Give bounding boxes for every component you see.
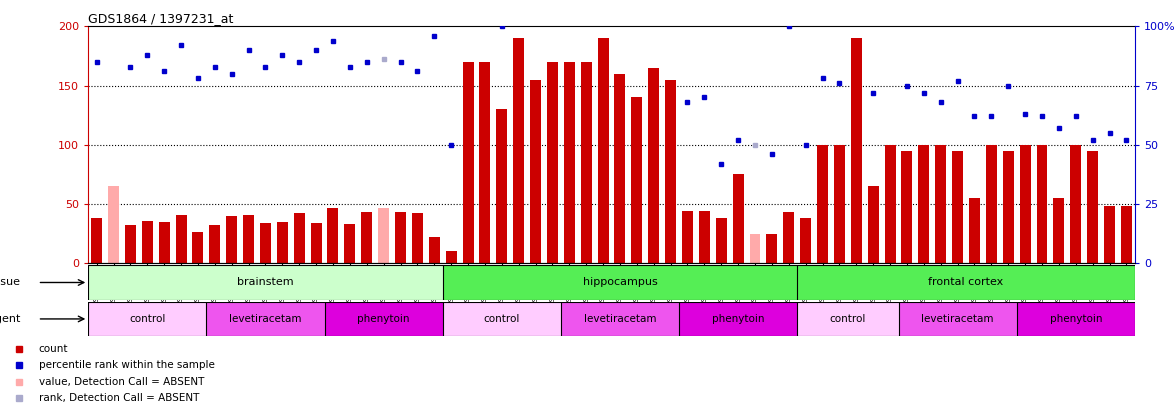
- Bar: [666, 80, 676, 263]
- Bar: [1087, 151, 1098, 263]
- Bar: [1003, 151, 1014, 263]
- Bar: [969, 198, 980, 263]
- Bar: [412, 213, 423, 263]
- Text: hippocampus: hippocampus: [582, 277, 657, 288]
- Bar: [733, 175, 743, 263]
- Text: tissue: tissue: [0, 277, 21, 288]
- Bar: [530, 80, 541, 263]
- Bar: [561, 302, 679, 336]
- Bar: [480, 62, 490, 263]
- Text: GDS1864 / 1397231_at: GDS1864 / 1397231_at: [88, 12, 234, 25]
- Bar: [935, 145, 947, 263]
- Text: frontal cortex: frontal cortex: [928, 277, 1003, 288]
- Text: value, Detection Call = ABSENT: value, Detection Call = ABSENT: [39, 377, 205, 387]
- Text: levetiracetam: levetiracetam: [921, 314, 994, 324]
- Bar: [800, 218, 811, 263]
- Bar: [682, 211, 693, 263]
- Text: control: control: [830, 314, 866, 324]
- Bar: [92, 218, 102, 263]
- Bar: [648, 68, 660, 263]
- Bar: [395, 212, 406, 263]
- Text: control: control: [129, 314, 166, 324]
- Bar: [716, 218, 727, 263]
- Bar: [276, 222, 288, 263]
- Bar: [175, 215, 187, 263]
- Bar: [1121, 207, 1131, 263]
- Bar: [260, 223, 270, 263]
- Text: brainstem: brainstem: [238, 277, 294, 288]
- Bar: [159, 222, 169, 263]
- Bar: [513, 38, 524, 263]
- Text: phenytoin: phenytoin: [1049, 314, 1102, 324]
- Bar: [1070, 145, 1081, 263]
- Bar: [547, 62, 557, 263]
- Bar: [142, 221, 153, 263]
- Bar: [325, 302, 442, 336]
- Bar: [797, 265, 1135, 300]
- Bar: [206, 302, 325, 336]
- Bar: [749, 234, 761, 263]
- Bar: [88, 302, 206, 336]
- Text: phenytoin: phenytoin: [358, 314, 410, 324]
- Bar: [442, 265, 797, 300]
- Text: levetiracetam: levetiracetam: [229, 314, 302, 324]
- Bar: [442, 302, 561, 336]
- Bar: [767, 234, 777, 263]
- Bar: [884, 145, 896, 263]
- Bar: [209, 225, 220, 263]
- Bar: [462, 62, 474, 263]
- Bar: [679, 302, 797, 336]
- Bar: [953, 151, 963, 263]
- Bar: [1054, 198, 1064, 263]
- Bar: [1017, 302, 1135, 336]
- Bar: [783, 212, 794, 263]
- Bar: [699, 211, 710, 263]
- Bar: [918, 145, 929, 263]
- Bar: [243, 215, 254, 263]
- Bar: [496, 109, 507, 263]
- Bar: [294, 213, 305, 263]
- Bar: [1036, 145, 1048, 263]
- Text: agent: agent: [0, 314, 21, 324]
- Text: percentile rank within the sample: percentile rank within the sample: [39, 360, 215, 370]
- Bar: [581, 62, 592, 263]
- Bar: [361, 212, 373, 263]
- Bar: [108, 186, 119, 263]
- Bar: [632, 98, 642, 263]
- Bar: [1104, 207, 1115, 263]
- Bar: [310, 223, 321, 263]
- Bar: [615, 74, 626, 263]
- Bar: [868, 186, 878, 263]
- Bar: [834, 145, 844, 263]
- Bar: [446, 252, 456, 263]
- Bar: [985, 145, 997, 263]
- Text: levetiracetam: levetiracetam: [583, 314, 656, 324]
- Bar: [797, 302, 898, 336]
- Bar: [850, 38, 862, 263]
- Bar: [226, 216, 238, 263]
- Bar: [563, 62, 575, 263]
- Bar: [193, 232, 203, 263]
- Bar: [429, 237, 440, 263]
- Bar: [1020, 145, 1030, 263]
- Text: control: control: [483, 314, 520, 324]
- Bar: [379, 208, 389, 263]
- Bar: [902, 151, 913, 263]
- Bar: [88, 265, 442, 300]
- Bar: [898, 302, 1017, 336]
- Text: rank, Detection Call = ABSENT: rank, Detection Call = ABSENT: [39, 393, 199, 403]
- Text: count: count: [39, 343, 68, 354]
- Bar: [327, 208, 339, 263]
- Bar: [345, 224, 355, 263]
- Bar: [817, 145, 828, 263]
- Bar: [597, 38, 608, 263]
- Bar: [125, 225, 136, 263]
- Text: phenytoin: phenytoin: [711, 314, 764, 324]
